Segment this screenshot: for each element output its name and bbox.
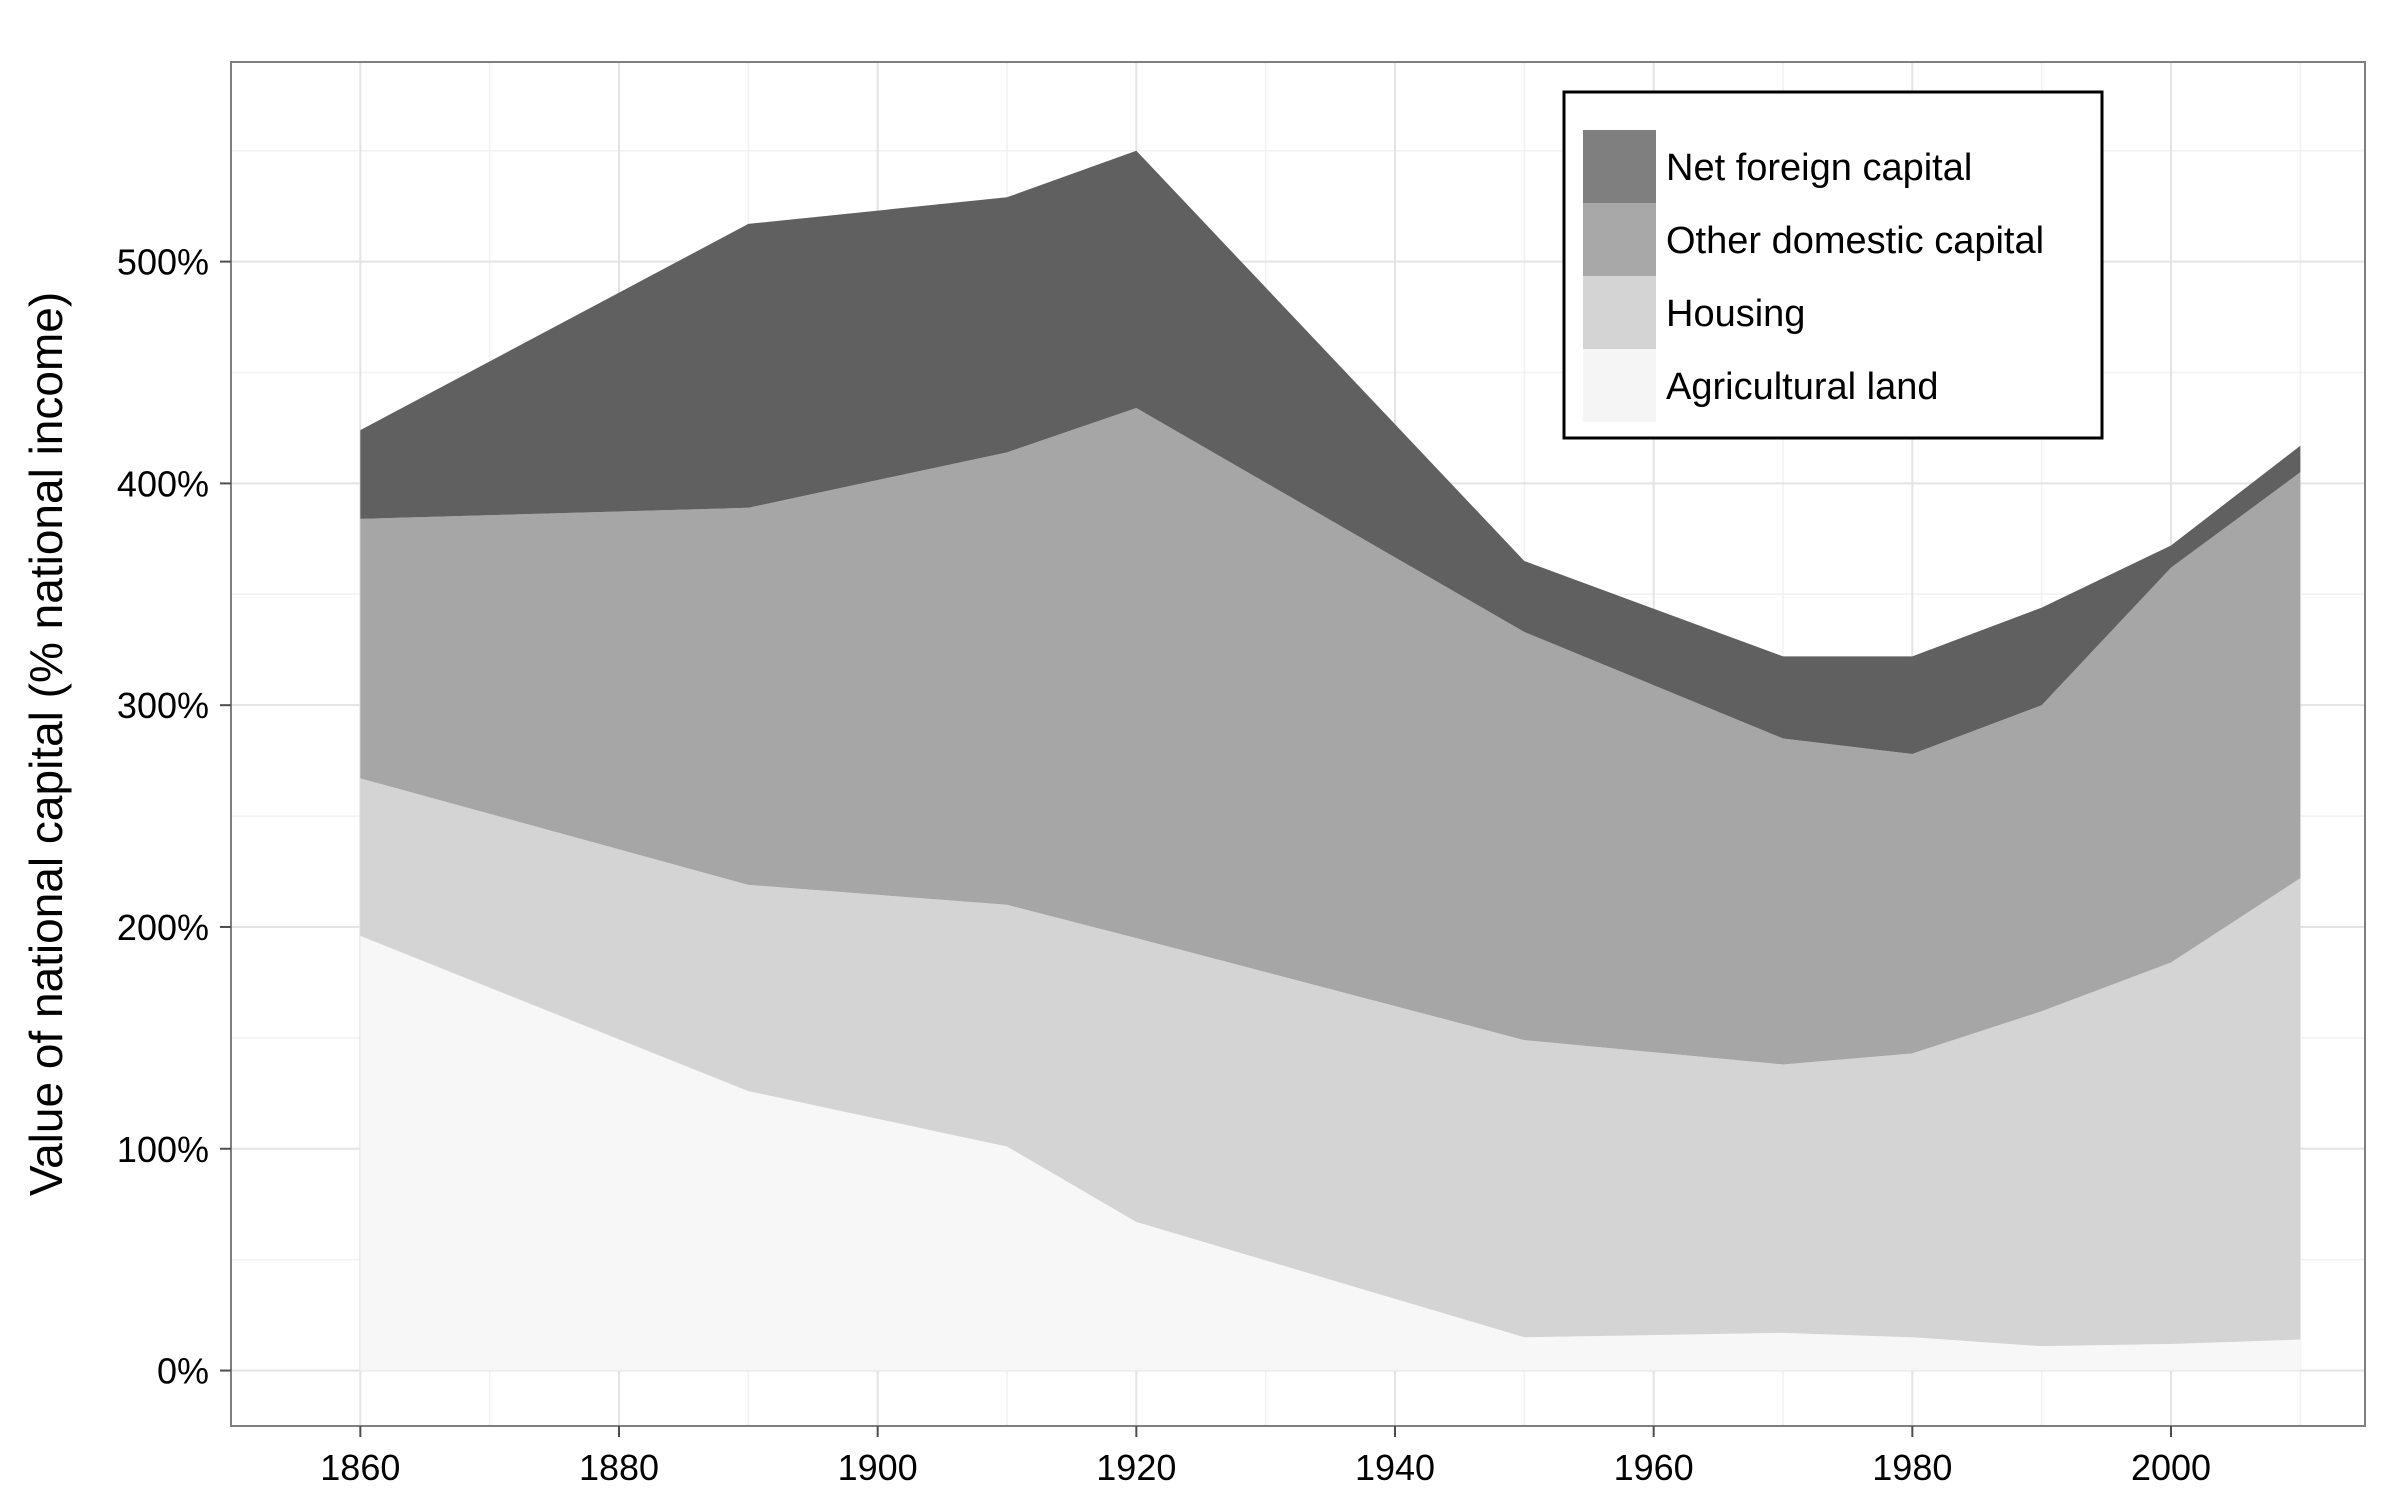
- x-tick-label: 1940: [1355, 1447, 1435, 1488]
- x-tick-label: 2000: [2131, 1447, 2211, 1488]
- y-axis-title: Value of national capital (% national in…: [20, 292, 72, 1196]
- x-tick-label: 1860: [320, 1447, 400, 1488]
- area-series-group: [360, 150, 2301, 1371]
- legend-items: Net foreign capital Other domestic capita…: [1583, 130, 2044, 422]
- y-tick-label: 0%: [157, 1351, 209, 1392]
- area-agricultural-land: [360, 935, 2301, 1371]
- x-axis-tick-labels: 1860 1880 1900 1920 1940 1960 1980 2000: [320, 1447, 2211, 1488]
- x-tick-label: 1960: [1614, 1447, 1694, 1488]
- area-housing: [360, 778, 2301, 1347]
- legend: Net foreign capital Other domestic capita…: [1562, 90, 2104, 440]
- y-tick-label: 400%: [117, 463, 209, 504]
- legend-label-other-domestic-capital: Other domestic capital: [1666, 220, 2044, 262]
- legend-key-housing: [1583, 276, 1656, 349]
- y-axis-tick-labels: 0% 100% 200% 300% 400% 500%: [117, 242, 209, 1392]
- y-tick-label: 200%: [117, 907, 209, 948]
- legend-label-net-foreign-capital: Net foreign capital: [1666, 147, 1972, 189]
- legend-key-other-domestic-capital: [1583, 203, 1656, 276]
- x-tick-label: 1980: [1872, 1447, 1952, 1488]
- y-tick-label: 500%: [117, 242, 209, 283]
- area-net-foreign-capital: [360, 150, 2301, 754]
- panel-border: [230, 61, 2366, 1427]
- y-tick-label: 100%: [117, 1129, 209, 1170]
- y-tick-label: 300%: [117, 685, 209, 726]
- x-tick-label: 1880: [579, 1447, 659, 1488]
- area-other-domestic-capital: [360, 407, 2301, 1065]
- legend-label-housing: Housing: [1666, 293, 1805, 335]
- x-tick-label: 1900: [838, 1447, 918, 1488]
- legend-key-net-foreign-capital: [1583, 130, 1656, 203]
- axis-ticks: [220, 260, 2172, 1437]
- legend-label-agricultural-land: Agricultural land: [1666, 366, 1938, 408]
- legend-key-agricultural-land: [1583, 349, 1656, 422]
- x-tick-label: 1920: [1096, 1447, 1176, 1488]
